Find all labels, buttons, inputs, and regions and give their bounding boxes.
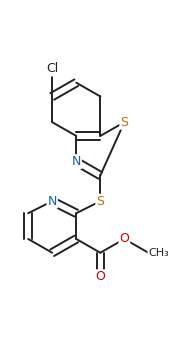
Text: N: N (48, 195, 57, 208)
Text: O: O (95, 270, 105, 283)
Text: Cl: Cl (46, 63, 58, 75)
Text: S: S (96, 195, 104, 208)
Text: S: S (120, 116, 128, 129)
Text: N: N (72, 155, 81, 168)
Text: O: O (119, 233, 129, 246)
Text: CH₃: CH₃ (148, 248, 169, 258)
